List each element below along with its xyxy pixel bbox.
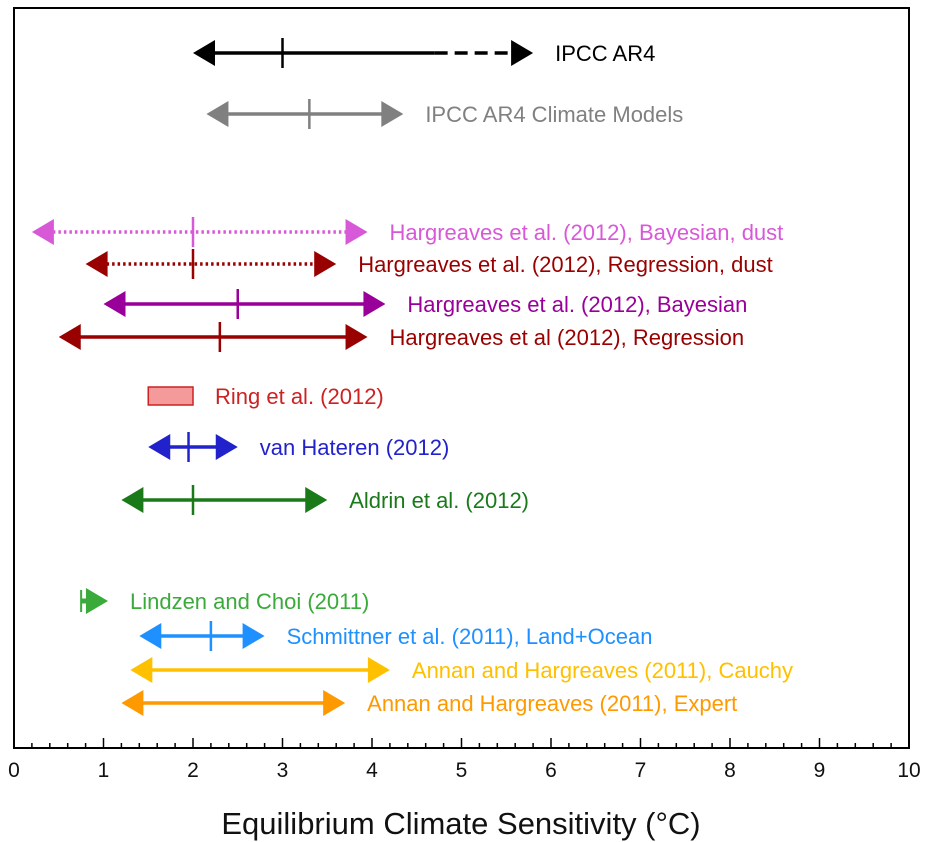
series-arrowhead [345,219,368,245]
series-arrowhead [130,657,153,683]
series-arrowhead [148,434,171,460]
series-label: Ring et al. (2012) [215,384,384,409]
series-arrowhead [511,40,534,66]
x-tick-label: 0 [8,759,20,782]
series-arrowhead [139,623,162,649]
x-axis-title: Equilibrium Climate Sensitivity (°C) [221,806,700,841]
series-item: Ring et al. (2012) [147,384,384,409]
series-item: Hargreaves et al. (2012), Bayesian [103,289,747,319]
series-arrowhead [85,251,108,277]
series-label: Hargreaves et al. (2012), Bayesian [407,292,747,317]
series-arrowhead [363,291,386,317]
series-arrowhead [381,101,404,127]
x-tick-label: 2 [187,759,199,782]
series-label: Schmittner et al. (2011), Land+Ocean [287,624,653,649]
series-label: IPCC AR4 Climate Models [425,102,683,127]
series-item: Schmittner et al. (2011), Land+Ocean [139,621,652,651]
series-arrowhead [121,487,144,513]
series-item: Hargreaves et al. (2012), Bayesian, dust [31,217,784,247]
series-arrowhead [103,291,126,317]
series-arrowhead [31,219,54,245]
series-label: Hargreaves et al. (2012), Bayesian, dust [390,220,784,245]
series-item: Aldrin et al. (2012) [121,485,529,515]
series-label: Annan and Hargreaves (2011), Cauchy [412,658,793,683]
series-arrowhead [85,588,108,614]
x-tick-label: 10 [897,759,920,782]
series-arrowhead [58,324,81,350]
series-arrowhead [305,487,328,513]
series-arrowhead [206,101,229,127]
series-item: IPCC AR4 [193,38,655,68]
series-label: Aldrin et al. (2012) [349,488,529,513]
series-arrowhead [121,690,144,716]
series-layer: IPCC AR4 IPCC AR4 Climate Models Hargreave… [31,38,793,716]
x-tick-label: 8 [724,759,736,782]
series-item: Annan and Hargreaves (2011), Cauchy [130,657,793,683]
x-tick-label: 5 [456,759,468,782]
series-label: IPCC AR4 [555,41,655,66]
series-label: Hargreaves et al. (2012), Regression, du… [358,252,773,277]
series-label: Lindzen and Choi (2011) [130,589,369,614]
series-arrowhead [345,324,368,350]
x-tick-label: 7 [635,759,647,782]
x-tick-label: 3 [277,759,289,782]
series-range-box [147,386,194,406]
x-tick-label: 1 [98,759,110,782]
series-arrowhead [242,623,265,649]
series-arrowhead [314,251,337,277]
x-axis: 0 1 2 3 4 5 6 7 8 9 10 [8,738,921,782]
series-item: Hargreaves et al (2012), Regression [58,322,745,352]
series-item: van Hateren (2012) [148,432,449,462]
series-item: Lindzen and Choi (2011) [80,588,369,614]
series-item: Hargreaves et al. (2012), Regression, du… [85,249,773,279]
series-arrowhead [323,690,346,716]
x-tick-label: 6 [545,759,557,782]
series-item: Annan and Hargreaves (2011), Expert [121,690,737,716]
series-arrowhead [367,657,390,683]
series-arrowhead [193,40,215,66]
x-tick-label: 4 [366,759,378,782]
series-arrowhead [215,434,238,460]
series-label: Hargreaves et al (2012), Regression [390,325,745,350]
x-tick-label: 9 [814,759,826,782]
series-item: IPCC AR4 Climate Models [206,99,683,129]
series-label: Annan and Hargreaves (2011), Expert [367,691,737,716]
series-label: van Hateren (2012) [260,435,450,460]
